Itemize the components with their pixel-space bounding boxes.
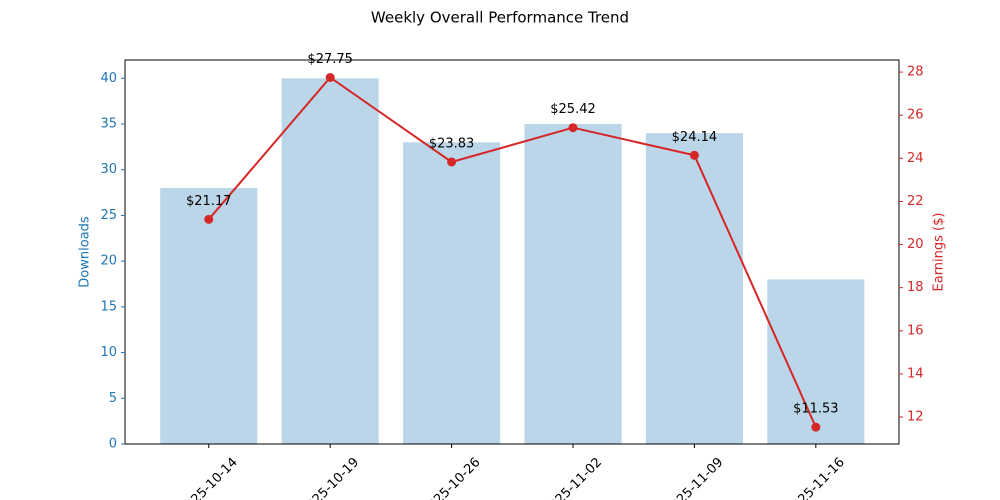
point [325, 72, 335, 82]
point [568, 123, 578, 133]
x-tick-label: 2025-11-16 [784, 455, 848, 500]
data-label: $27.75 [307, 52, 353, 67]
y-tick-label: 40 [100, 71, 117, 86]
data-label: $11.53 [793, 402, 839, 417]
y2-tick-label: 20 [907, 237, 924, 252]
line [208, 76, 817, 428]
x-tick-label: 2025-10-14 [177, 455, 241, 500]
y2-tick-label: 26 [907, 108, 924, 123]
data-label: $21.17 [186, 194, 232, 209]
chart-title: Weekly Overall Performance Trend [371, 9, 629, 27]
y-tick-label: 30 [100, 162, 117, 177]
y-tick-label: 0 [109, 437, 117, 452]
y2-tick-label: 24 [907, 151, 924, 166]
y-tick-label: 5 [109, 391, 117, 406]
point [204, 214, 214, 224]
bar [160, 188, 258, 444]
point [689, 150, 699, 160]
data-label: $23.83 [429, 136, 475, 151]
y-tick-label: 20 [100, 254, 117, 269]
data-label: $24.14 [672, 130, 718, 145]
bar [281, 78, 379, 445]
bar [524, 124, 622, 444]
y-tick-label: 25 [100, 208, 117, 223]
y-tick-label: 35 [100, 117, 117, 132]
data-label: $25.42 [550, 102, 596, 117]
bar [645, 133, 743, 444]
plot-frame [124, 59, 900, 445]
bar [403, 142, 501, 445]
point [447, 157, 457, 167]
y2-tick-label: 14 [907, 366, 924, 381]
y-tick-label: 15 [100, 299, 117, 314]
y2-tick-label: 28 [907, 65, 924, 80]
x-tick-label: 2025-10-19 [298, 455, 362, 500]
point [811, 422, 821, 432]
y2-tick-label: 22 [907, 194, 924, 209]
x-tick-label: 2025-10-26 [420, 455, 484, 500]
y2-tick-label: 18 [907, 280, 924, 295]
y2-tick-label: 12 [907, 410, 924, 425]
x-tick-label: 2025-11-02 [541, 455, 605, 500]
y-axis-label: Downloads [78, 216, 93, 288]
x-tick-label: 2025-11-09 [662, 455, 726, 500]
y-tick-label: 10 [100, 345, 117, 360]
bar [767, 279, 865, 444]
y2-axis-label: Earnings ($) [932, 213, 947, 292]
y2-tick-label: 16 [907, 323, 924, 338]
